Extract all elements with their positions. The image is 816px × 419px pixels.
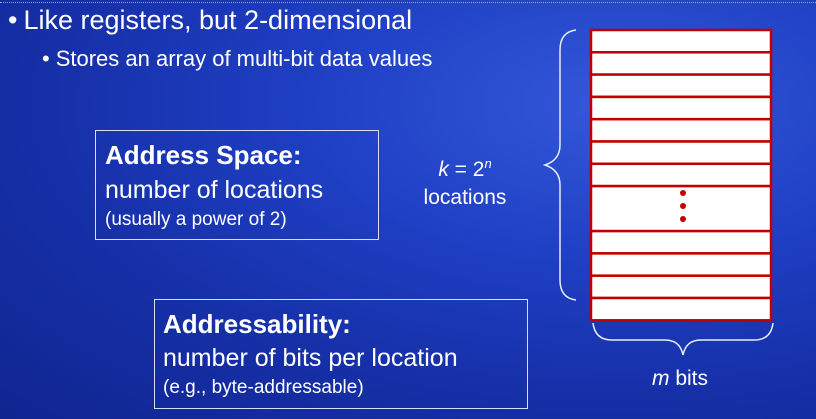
memory-row xyxy=(589,229,773,255)
bullet-sub: • Stores an array of multi-bit data value… xyxy=(42,45,432,73)
vertical-brace xyxy=(542,29,577,301)
memory-row xyxy=(589,274,773,300)
address-space-box: Address Space: number of locations (usua… xyxy=(95,130,379,240)
k-locations-label: k = 2n locations xyxy=(405,150,525,212)
memory-row xyxy=(589,95,773,121)
ellipsis-dot xyxy=(680,216,686,222)
top-rule xyxy=(0,2,816,3)
addressability-box: Addressability: number of bits per locat… xyxy=(154,299,528,409)
memory-row xyxy=(589,252,773,277)
ellipsis-dots xyxy=(680,190,686,222)
memory-row xyxy=(589,140,773,166)
address-space-line: number of locations xyxy=(105,176,324,204)
address-space-heading: Address Space: xyxy=(105,140,302,170)
bullet-marker: • xyxy=(8,5,18,35)
memory-row xyxy=(589,162,773,188)
k-equals: = 2 xyxy=(448,158,485,181)
bullet-marker: • xyxy=(42,46,50,71)
m-bits-label: m bits xyxy=(630,366,730,392)
bits-word: bits xyxy=(669,367,708,390)
addressability-note: (e.g., byte-addressable) xyxy=(163,377,364,398)
memory-row xyxy=(589,51,773,76)
bullet-main-text: Like registers, but 2-dimensional xyxy=(23,5,413,35)
k-variable: k xyxy=(438,158,449,181)
locations-word: locations xyxy=(423,186,507,209)
k-equation: k = 2n xyxy=(405,150,525,184)
k-exponent: n xyxy=(484,156,492,171)
addressability-line: number of bits per location xyxy=(163,344,458,372)
memory-row xyxy=(589,73,773,99)
horizontal-brace xyxy=(592,322,774,356)
ellipsis-dot xyxy=(680,190,686,196)
ellipsis-dot xyxy=(680,203,686,209)
bullet-sub-text: Stores an array of multi-bit data values xyxy=(55,46,433,71)
memory-row xyxy=(589,296,773,322)
bullet-main: • Like registers, but 2-dimensional xyxy=(8,4,412,36)
memory-array xyxy=(589,28,773,322)
address-space-note: (usually a power of 2) xyxy=(105,209,287,230)
memory-row xyxy=(589,28,773,54)
m-variable: m xyxy=(651,367,670,390)
addressability-heading: Addressability: xyxy=(163,309,351,339)
memory-row xyxy=(589,117,773,143)
